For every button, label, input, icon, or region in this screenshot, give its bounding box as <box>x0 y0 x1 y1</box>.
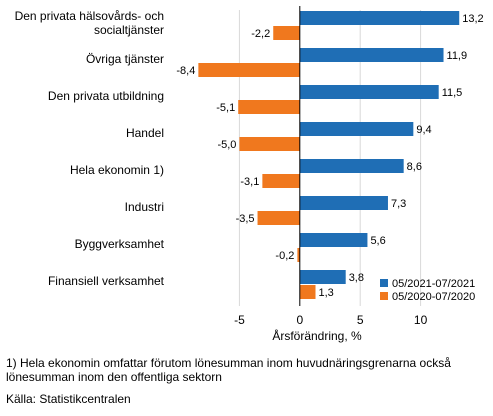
legend-swatch <box>380 292 388 300</box>
legend-swatch <box>380 279 388 287</box>
value-labels: 13,2 -2,2 11,9 -8,4 11,5 -5,1 9,4 -5,0 8,6 -3,1 7,… <box>176 13 483 299</box>
data-label: 5,6 <box>370 235 385 247</box>
footnote-line-2: lönesumman inom den offentliga sektorn <box>6 370 222 384</box>
data-label: 8,6 <box>407 161 422 173</box>
category-label: Handel <box>126 126 164 140</box>
x-tick-label: 5 <box>357 313 364 327</box>
data-label: -3,1 <box>240 176 259 188</box>
bar-2021 <box>299 48 444 62</box>
data-label: 7,3 <box>391 198 406 210</box>
bar-2021 <box>299 159 404 173</box>
x-tick-label: 0 <box>296 313 303 327</box>
bar-2020 <box>299 285 316 299</box>
bar-2021 <box>299 85 439 99</box>
x-tick-label: 10 <box>414 313 428 327</box>
bar-2020 <box>257 211 300 225</box>
legend-label: 05/2021-07/2021 <box>392 278 475 290</box>
bar-2020 <box>273 26 300 40</box>
x-tick-labels: -5 0 5 10 <box>234 313 427 327</box>
data-label: -8,4 <box>176 65 195 77</box>
x-tick-label: -5 <box>234 313 245 327</box>
x-axis-label: Årsförändring, % <box>272 328 362 343</box>
category-label: Finansiell verksamhet <box>48 274 165 288</box>
category-label: Den privata utbildning <box>48 89 164 103</box>
bar-2021 <box>299 270 346 284</box>
data-label: -5,0 <box>217 139 236 151</box>
category-label: Industri <box>125 200 164 214</box>
data-label: 3,8 <box>349 272 364 284</box>
bar-2021 <box>299 196 388 210</box>
data-label: -2,2 <box>251 28 270 40</box>
bar-2020 <box>262 174 300 188</box>
data-label: 13,2 <box>462 13 483 25</box>
footnote-line-1: 1) Hela ekonomin omfattar förutom lönesu… <box>6 356 451 370</box>
data-label: 11,9 <box>447 50 468 62</box>
category-label: Övriga tjänster <box>86 52 164 66</box>
legend-label: 05/2020-07/2020 <box>392 291 475 303</box>
bar-2021 <box>299 122 414 136</box>
data-label: -3,5 <box>236 213 255 225</box>
category-labels: Den privata hälsovårds- och socialtjänste… <box>15 9 165 288</box>
source-note: Källa: Statistikcentralen <box>6 392 131 406</box>
bar-2021 <box>299 233 368 247</box>
data-label: 1,3 <box>319 287 334 299</box>
bar-2020 <box>297 248 300 262</box>
bar-2021 <box>299 11 460 25</box>
bars <box>198 11 460 299</box>
data-label: 9,4 <box>416 124 431 136</box>
category-label: Hela ekonomin 1) <box>70 163 164 177</box>
bar-2020 <box>238 100 300 114</box>
data-label: -5,1 <box>216 102 235 114</box>
category-label: Den privata hälsovårds- och socialtjänste… <box>15 9 164 37</box>
data-label: -0,2 <box>275 250 294 262</box>
data-label: 11,5 <box>442 87 463 99</box>
bar-2020 <box>239 137 300 151</box>
category-label: Byggverksamhet <box>75 237 165 251</box>
bar-chart: Den privata hälsovårds- och socialtjänste… <box>15 6 484 343</box>
bar-2020 <box>198 63 300 77</box>
